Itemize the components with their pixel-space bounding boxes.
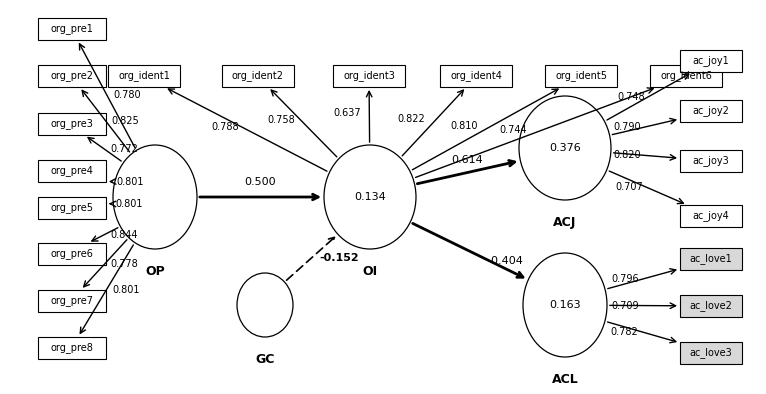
Text: 0.758: 0.758 (268, 115, 296, 125)
FancyBboxPatch shape (38, 243, 106, 265)
Text: 0.820: 0.820 (614, 151, 641, 160)
Text: ac_love1: ac_love1 (689, 254, 732, 264)
Text: 0.796: 0.796 (611, 274, 639, 284)
Text: 0.825: 0.825 (111, 115, 139, 126)
Text: OI: OI (362, 265, 378, 278)
Text: 0.744: 0.744 (499, 125, 527, 135)
FancyBboxPatch shape (222, 65, 294, 87)
Text: org_pre6: org_pre6 (51, 249, 93, 260)
Text: 0.822: 0.822 (398, 114, 425, 125)
Text: org_ident2: org_ident2 (232, 71, 284, 82)
Text: 0.637: 0.637 (334, 108, 362, 118)
Text: ac_joy3: ac_joy3 (692, 156, 729, 166)
Ellipse shape (324, 145, 416, 249)
Text: 0.709: 0.709 (612, 301, 640, 310)
FancyBboxPatch shape (333, 65, 405, 87)
Text: ACJ: ACJ (553, 216, 577, 229)
Text: 0.748: 0.748 (617, 92, 644, 102)
Text: 0.780: 0.780 (113, 90, 140, 100)
Text: GC: GC (255, 353, 275, 366)
Text: 0.778: 0.778 (111, 259, 139, 269)
FancyBboxPatch shape (680, 205, 742, 227)
Text: 0.707: 0.707 (615, 182, 643, 193)
Text: 0.801: 0.801 (116, 177, 144, 186)
Text: ac_love2: ac_love2 (689, 301, 732, 311)
Text: org_ident5: org_ident5 (555, 71, 607, 82)
Text: -0.404: -0.404 (487, 256, 523, 266)
Text: 0.163: 0.163 (549, 300, 581, 310)
FancyBboxPatch shape (38, 337, 106, 359)
FancyBboxPatch shape (38, 197, 106, 219)
Text: org_ident1: org_ident1 (118, 71, 170, 82)
Ellipse shape (523, 253, 607, 357)
FancyBboxPatch shape (650, 65, 722, 87)
Ellipse shape (237, 273, 293, 337)
FancyBboxPatch shape (38, 65, 106, 87)
Text: org_pre1: org_pre1 (51, 24, 93, 34)
Text: org_ident3: org_ident3 (343, 71, 395, 82)
Ellipse shape (519, 96, 611, 200)
FancyBboxPatch shape (38, 113, 106, 135)
Text: 0.772: 0.772 (110, 144, 138, 154)
Text: 0.801: 0.801 (116, 199, 143, 209)
Text: 0.801: 0.801 (113, 285, 140, 295)
Text: 0.500: 0.500 (244, 177, 277, 187)
Text: ac_joy2: ac_joy2 (692, 106, 729, 117)
Text: org_pre3: org_pre3 (51, 119, 93, 130)
FancyBboxPatch shape (680, 248, 742, 270)
Text: -0.152: -0.152 (319, 253, 358, 263)
Text: 0.614: 0.614 (452, 154, 483, 165)
Text: ACL: ACL (552, 373, 578, 386)
FancyBboxPatch shape (680, 50, 742, 72)
Text: OP: OP (145, 265, 165, 278)
FancyBboxPatch shape (680, 150, 742, 172)
FancyBboxPatch shape (440, 65, 512, 87)
Ellipse shape (113, 145, 197, 249)
Text: ac_joy1: ac_joy1 (692, 56, 729, 67)
FancyBboxPatch shape (108, 65, 180, 87)
Text: 0.810: 0.810 (450, 121, 478, 131)
Text: ac_love3: ac_love3 (689, 348, 732, 359)
FancyBboxPatch shape (680, 342, 742, 364)
Text: 0.788: 0.788 (211, 122, 239, 132)
Text: org_pre4: org_pre4 (51, 165, 93, 177)
FancyBboxPatch shape (38, 160, 106, 182)
FancyBboxPatch shape (545, 65, 617, 87)
Text: org_pre2: org_pre2 (51, 71, 93, 82)
Text: 0.782: 0.782 (611, 327, 638, 337)
FancyBboxPatch shape (680, 100, 742, 122)
Text: 0.790: 0.790 (613, 122, 641, 132)
FancyBboxPatch shape (680, 295, 742, 317)
Text: ac_joy4: ac_joy4 (692, 210, 729, 221)
Text: org_ident6: org_ident6 (660, 71, 712, 82)
Text: 0.376: 0.376 (549, 143, 581, 153)
FancyBboxPatch shape (38, 18, 106, 40)
Text: 0.844: 0.844 (110, 230, 138, 240)
Text: org_pre8: org_pre8 (51, 342, 93, 353)
Text: org_ident4: org_ident4 (450, 71, 502, 82)
Text: org_pre5: org_pre5 (51, 203, 93, 214)
FancyBboxPatch shape (38, 290, 106, 312)
Text: org_pre7: org_pre7 (51, 296, 93, 307)
Text: 0.134: 0.134 (354, 192, 386, 202)
